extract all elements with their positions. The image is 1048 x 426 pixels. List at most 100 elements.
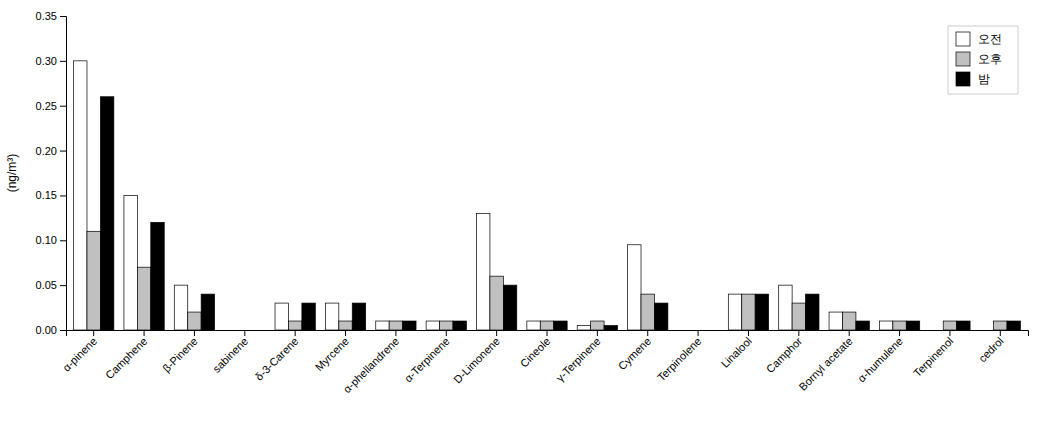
bar (540, 321, 553, 330)
bar (288, 321, 301, 330)
tick: γ-Terpinene (554, 330, 603, 384)
bar (980, 330, 993, 331)
tick-mark (798, 330, 799, 336)
bar (376, 321, 389, 330)
bar (654, 303, 667, 330)
tick-label: Cineole (518, 335, 553, 370)
bar (426, 321, 439, 330)
tick-mark (949, 330, 950, 336)
bar (453, 321, 466, 330)
tick-label: 0.00 (36, 324, 57, 336)
tick: 0.35 (36, 10, 66, 22)
legend-frame (948, 26, 1018, 94)
tick-mark (496, 330, 497, 336)
y-axis-title: (ng/m³) (5, 154, 19, 193)
bar (994, 321, 1007, 330)
tick: δ-3-Carene (253, 330, 301, 383)
bar (577, 326, 590, 330)
tick-mark (60, 195, 66, 196)
legend: 오전오후밤 (948, 26, 1018, 94)
legend-swatch (956, 72, 970, 86)
tick-mark (60, 285, 66, 286)
bar (503, 285, 516, 330)
tick-label: α-Terpinene (402, 335, 452, 385)
bar (238, 330, 251, 331)
tick: 0.20 (36, 145, 66, 157)
bar (728, 294, 741, 330)
bar (641, 294, 654, 330)
bar (74, 61, 87, 330)
tick: α-phellandrene (341, 330, 402, 395)
tick: Camphene (103, 330, 150, 381)
tick: β-Pinene (160, 330, 200, 375)
tick-label: 0.10 (36, 234, 57, 246)
axis-line (67, 331, 1029, 337)
tick: Camphor (764, 330, 805, 375)
tick-label: 0.05 (36, 279, 57, 291)
tick-label: α-phellandrene (341, 335, 402, 396)
bar (225, 330, 238, 331)
tick-label: Bornyl acetate (796, 335, 854, 393)
tick-mark (60, 330, 66, 331)
tick-mark (60, 61, 66, 62)
tick: Bornyl acetate (796, 330, 854, 393)
bar (742, 294, 755, 330)
bar (275, 303, 288, 330)
tick: Linalool (719, 330, 754, 370)
bar (879, 321, 892, 330)
tick-label: Cymene (616, 335, 653, 372)
legend-item: 오전 (956, 32, 1002, 46)
tick-label: 0.30 (36, 55, 57, 67)
tick-mark (345, 330, 346, 336)
bar (628, 245, 641, 330)
tick-label: δ-3-Carene (253, 335, 301, 383)
bar (755, 294, 768, 330)
tick-label: 0.20 (36, 145, 57, 157)
bar (124, 195, 137, 330)
bar-series (100, 97, 1020, 330)
legend-label: 오후 (978, 52, 1002, 66)
tick: 0.05 (36, 279, 66, 291)
bar (943, 321, 956, 330)
bar (779, 285, 792, 330)
tick: Myrcene (313, 330, 351, 373)
tick-label: α-humulene (855, 335, 905, 385)
tick-label: 0.15 (36, 189, 57, 201)
bar (403, 321, 416, 330)
tick-label: α-pinene (60, 335, 99, 374)
legend-item: 밤 (956, 72, 990, 86)
tick-label: Camphene (103, 335, 150, 382)
bar (339, 321, 352, 330)
axis-line (60, 17, 67, 331)
tick: α-Terpinene (402, 330, 452, 384)
bar (252, 330, 265, 331)
legend-label: 밤 (978, 72, 990, 86)
tick-mark (60, 16, 66, 17)
bar (527, 321, 540, 330)
tick: D-Limonene (451, 330, 502, 386)
tick-mark (244, 330, 245, 336)
tick-label: γ-Terpinene (554, 335, 603, 384)
bar (440, 321, 453, 330)
tick: Terpinenol (911, 330, 955, 379)
bar (604, 326, 617, 330)
bar (842, 312, 855, 330)
tick-mark (60, 151, 66, 152)
bar (151, 222, 164, 330)
tick-label: D-Limonene (451, 335, 502, 386)
tick-mark (647, 330, 648, 336)
tick-mark (446, 330, 447, 336)
tick: cedrol (976, 330, 1006, 364)
tick-mark (144, 330, 145, 336)
bar (87, 231, 100, 330)
bar (201, 294, 214, 330)
bar (792, 303, 805, 330)
bar (691, 330, 704, 331)
tick-label: β-Pinene (160, 335, 200, 375)
tick-label: Linalool (719, 335, 754, 370)
tick-mark (698, 330, 699, 336)
tick-mark (60, 240, 66, 241)
bar (302, 303, 315, 330)
tick-mark (194, 330, 195, 336)
bar (957, 321, 970, 330)
